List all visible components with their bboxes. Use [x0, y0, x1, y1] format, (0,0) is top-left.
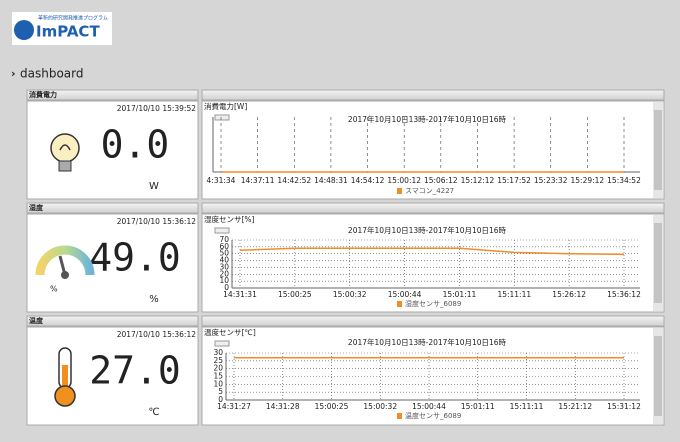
x-tick-label: 15:00:32	[333, 290, 367, 299]
chart-body	[201, 326, 665, 426]
y-tick-label: 0	[224, 283, 229, 292]
logo-tagline: 革新的研究開発推進プログラム	[38, 15, 108, 22]
x-tick-label: 15:21:12	[558, 402, 592, 411]
reading-value: 27.0	[89, 349, 181, 393]
timestamp: 2017/10/10 15:36:12	[117, 217, 197, 226]
x-tick-label: 15:36:12	[607, 290, 641, 299]
zoom-button	[214, 340, 230, 347]
x-tick-label: 15:00:25	[315, 402, 349, 411]
y-tick-label: 70	[219, 235, 229, 244]
series-line	[239, 247, 625, 256]
chart-header	[201, 89, 665, 101]
x-tick-label: 15:26:12	[552, 290, 586, 299]
x-tick-label: 15:00:25	[278, 290, 312, 299]
y-tick-label: 40	[219, 256, 229, 265]
reading-unit: %	[149, 294, 159, 305]
x-tick-label: 15:00:44	[412, 402, 446, 411]
nav-arrow: ›	[11, 67, 16, 80]
chart-title: 湿度センサ[%]	[204, 214, 255, 224]
timestamp: 2017/10/10 15:36:12	[117, 330, 197, 339]
panel-title: 温度	[29, 316, 44, 325]
gauge-unit: %	[50, 285, 58, 294]
icons	[35, 133, 95, 407]
x-tick-label: 15:12:12	[461, 176, 495, 185]
chart-body	[201, 213, 665, 313]
scrollbar-thumb	[654, 110, 662, 190]
legend-label: 湿度センサ_6089	[405, 299, 461, 308]
reading-value: 0.0	[101, 123, 170, 167]
logo-text: ImPACT	[36, 23, 100, 41]
x-tick-label: 15:31:12	[607, 402, 641, 411]
y-tick-label: 20	[213, 364, 223, 373]
y-tick-label: 30	[213, 348, 223, 357]
x-tick-label: 15:06:12	[424, 176, 458, 185]
x-tick-label: 15:00:44	[388, 290, 422, 299]
y-tick-label: 0	[218, 395, 223, 404]
x-tick-label: 14:54:12	[351, 176, 385, 185]
panel-header	[26, 89, 199, 101]
chart-header	[201, 315, 665, 327]
panel-body	[26, 213, 199, 313]
y-tick-label: 30	[219, 262, 229, 271]
legend-swatch	[397, 301, 402, 307]
y-tick-label: 50	[219, 249, 229, 258]
legend-swatch	[397, 413, 402, 419]
chart-body	[201, 100, 665, 200]
gauge-icon	[35, 245, 95, 279]
thermometer-icon	[54, 347, 76, 407]
scrollbar-thumb	[654, 223, 662, 303]
x-tick-label: 4:31:34	[207, 176, 236, 185]
x-tick-label: 15:23:32	[534, 176, 568, 185]
y-tick-label: 10	[219, 276, 229, 285]
x-tick-label: 14:37:11	[241, 176, 275, 185]
zoom-button	[214, 114, 230, 121]
zoom-button	[214, 227, 230, 234]
x-tick-label: 15:17:52	[497, 176, 531, 185]
panel-header	[26, 315, 199, 327]
chart-subtitle: 2017年10月10日13時-2017年10月10日16時	[348, 225, 507, 235]
x-tick-label: 15:00:12	[387, 176, 421, 185]
logo-globe	[14, 20, 34, 40]
legend-label: スマコン_4227	[405, 187, 454, 195]
x-tick-label: 15:01:11	[443, 290, 477, 299]
y-tick-label: 10	[213, 379, 223, 388]
x-tick-label: 15:00:32	[363, 402, 397, 411]
y-tick-label: 25	[213, 356, 223, 365]
x-tick-label: 15:11:11	[510, 402, 544, 411]
x-tick-label: 14:48:31	[314, 176, 348, 185]
panel-title: 湿度	[29, 203, 44, 212]
panel-body	[26, 326, 199, 426]
reading-value: 49.0	[89, 236, 181, 280]
y-tick-label: 60	[219, 242, 229, 251]
panel-title: 消費電力	[29, 90, 57, 99]
panel-header	[26, 202, 199, 214]
x-tick-label: 14:31:27	[217, 402, 251, 411]
reading-unit: W	[149, 181, 159, 192]
bulb-icon	[50, 133, 80, 172]
panel-body	[26, 100, 199, 200]
x-tick-label: 15:11:11	[497, 290, 531, 299]
reading-unit: ℃	[148, 407, 159, 418]
chart-subtitle: 2017年10月10日13時-2017年10月10日16時	[348, 114, 507, 124]
y-tick-label: 20	[219, 269, 229, 278]
legend-swatch	[397, 188, 402, 194]
x-tick-label: 14:42:52	[277, 176, 311, 185]
x-tick-label: 14:31:31	[223, 290, 257, 299]
chart-title: 消費電力[W]	[204, 101, 247, 111]
nav-title[interactable]: dashboard	[20, 67, 83, 81]
y-tick-label: 15	[213, 372, 223, 381]
chart-subtitle: 2017年10月10日13時-2017年10月10日16時	[348, 337, 507, 347]
chart-title: 温度センサ[℃]	[204, 327, 256, 337]
x-tick-label: 15:29:12	[571, 176, 605, 185]
x-tick-label: 15:01:11	[461, 402, 495, 411]
x-tick-label: 15:34:52	[607, 176, 641, 185]
y-tick-label: 5	[218, 387, 223, 396]
logo[interactable]: 革新的研究開発推進プログラム ImPACT	[12, 12, 112, 45]
scrollbar-thumb	[654, 336, 662, 416]
legend-label: 温度センサ_6089	[405, 411, 461, 420]
x-tick-label: 14:31:28	[266, 402, 300, 411]
chart-header	[201, 202, 665, 214]
timestamp: 2017/10/10 15:39:52	[117, 104, 197, 113]
